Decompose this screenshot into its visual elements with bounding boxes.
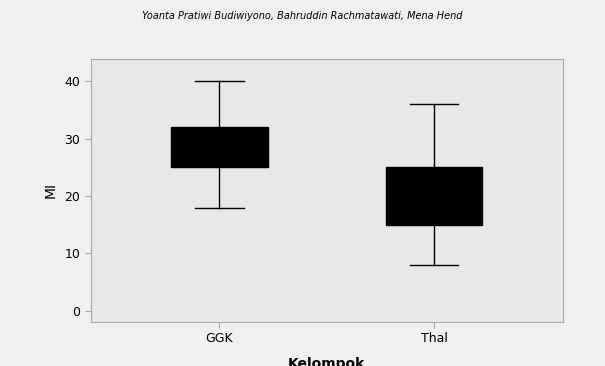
Text: Yoanta Pratiwi Budiwiyono, Bahruddin Rachmatawati, Mena Hend: Yoanta Pratiwi Budiwiyono, Bahruddin Rac… <box>142 11 463 21</box>
X-axis label: Kelompok: Kelompok <box>288 356 365 366</box>
Y-axis label: MI: MI <box>44 182 57 198</box>
PathPatch shape <box>385 167 482 225</box>
PathPatch shape <box>171 127 267 167</box>
